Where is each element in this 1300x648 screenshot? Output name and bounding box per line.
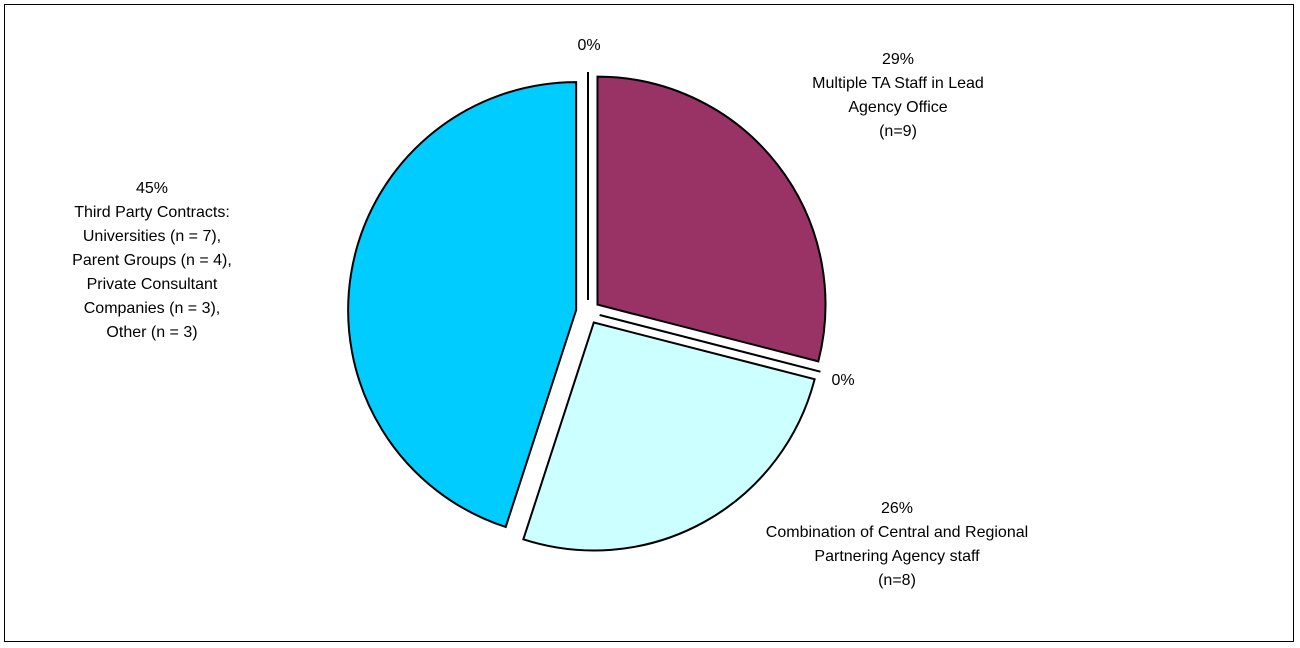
pie-slice-3 <box>347 81 578 529</box>
slice-label-line: Parent Groups (n = 4), <box>72 252 232 269</box>
slice-label-line: Third Party Contracts: <box>74 204 230 221</box>
slice-label-line: Universities (n = 7), <box>83 228 221 245</box>
slice-label-line: Other (n = 3) <box>106 324 197 341</box>
slice-label-line: (n=8) <box>878 572 916 589</box>
slice-label-0: 29% Multiple TA Staff in Lead Agency Offic… <box>812 51 984 140</box>
slice-percent-label: 26% <box>881 500 913 517</box>
slice-label-line: Agency Office <box>848 99 947 116</box>
slice-label-4: 0% <box>577 37 600 54</box>
slice-label-line: (n=9) <box>879 123 917 140</box>
slice-label-line: Companies (n = 3), <box>84 300 221 317</box>
slice-label-line: Combination of Central and Regional <box>766 524 1028 541</box>
slice-percent-label: 0% <box>577 37 600 54</box>
pie-slice-2 <box>522 321 816 552</box>
slice-percent-label: 29% <box>882 51 914 68</box>
slice-label-3: 45% Third Party Contracts: Universities (n… <box>72 180 232 341</box>
slice-percent-label: 45% <box>136 180 168 197</box>
slice-percent-label: 0% <box>831 372 854 389</box>
slice-label-line: Multiple TA Staff in Lead <box>812 75 984 92</box>
slice-label-1: 0% <box>831 372 854 389</box>
slice-label-line: Partnering Agency staff <box>814 548 980 565</box>
pie-slice-0 <box>596 75 827 363</box>
slice-label-2: 26% Combination of Central and Regional Pa… <box>766 500 1028 589</box>
pie-slice-1 <box>599 314 821 373</box>
slice-label-line: Private Consultant <box>87 276 218 293</box>
